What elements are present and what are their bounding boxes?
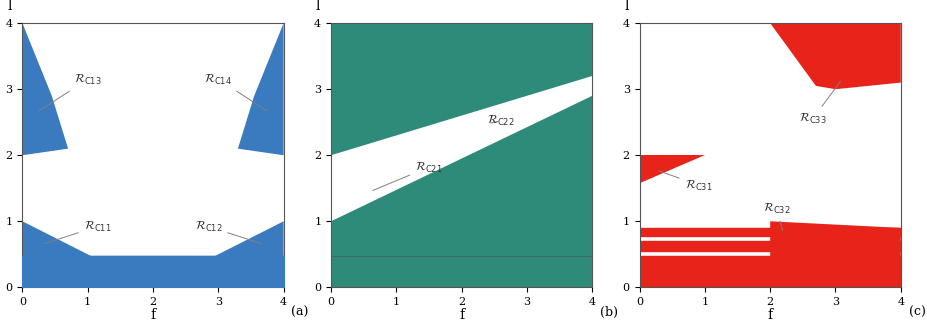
Polygon shape (237, 23, 284, 155)
Text: $\mathcal{R}_{\mathrm{C32}}$: $\mathcal{R}_{\mathrm{C32}}$ (762, 200, 790, 231)
Text: $\mathcal{R}_{\mathrm{C22}}$: $\mathcal{R}_{\mathrm{C22}}$ (487, 113, 514, 129)
Polygon shape (153, 221, 284, 287)
X-axis label: f: f (459, 308, 464, 322)
Text: (c): (c) (908, 306, 924, 319)
Text: $\mathcal{R}_{\mathrm{C31}}$: $\mathcal{R}_{\mathrm{C31}}$ (658, 171, 711, 193)
Text: (b): (b) (599, 306, 616, 319)
X-axis label: f: f (767, 308, 772, 322)
Y-axis label: l: l (7, 0, 11, 12)
Text: $\mathcal{R}_{\mathrm{C21}}$: $\mathcal{R}_{\mathrm{C21}}$ (373, 160, 442, 191)
Polygon shape (639, 155, 705, 183)
Text: $\mathcal{R}_{\mathrm{C12}}$: $\mathcal{R}_{\mathrm{C12}}$ (195, 219, 261, 244)
Polygon shape (22, 221, 153, 287)
Y-axis label: l: l (624, 0, 629, 12)
Polygon shape (769, 23, 900, 89)
X-axis label: f: f (150, 308, 156, 322)
Y-axis label: l: l (315, 0, 320, 12)
Text: $\mathcal{R}_{\mathrm{C33}}$: $\mathcal{R}_{\mathrm{C33}}$ (798, 82, 840, 127)
Polygon shape (22, 23, 68, 155)
Text: $\mathcal{R}_{\mathrm{C14}}$: $\mathcal{R}_{\mathrm{C14}}$ (204, 72, 267, 111)
Polygon shape (769, 221, 900, 287)
Text: (a): (a) (291, 306, 309, 319)
Text: $\mathcal{R}_{\mathrm{C11}}$: $\mathcal{R}_{\mathrm{C11}}$ (44, 219, 111, 244)
Polygon shape (331, 76, 591, 221)
Text: $\mathcal{R}_{\mathrm{C13}}$: $\mathcal{R}_{\mathrm{C13}}$ (39, 72, 101, 111)
